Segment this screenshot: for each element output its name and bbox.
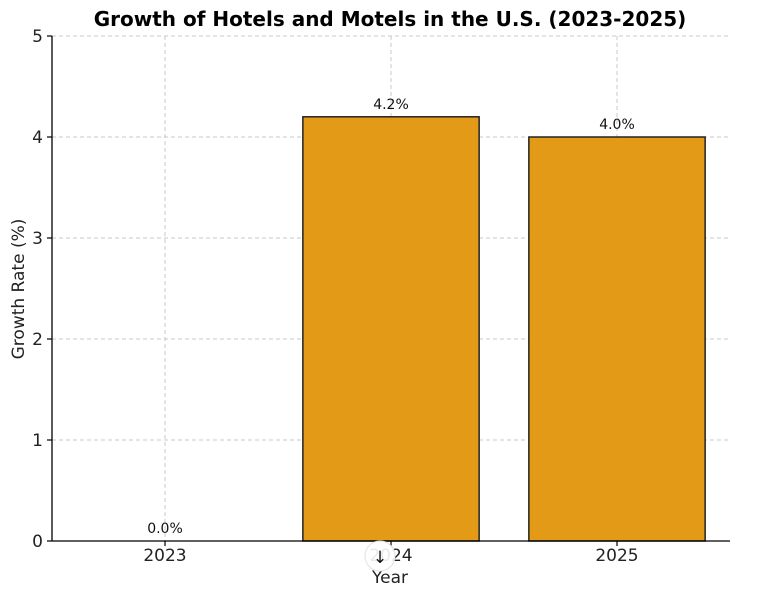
y-axis-label: Growth Rate (%) <box>9 219 29 360</box>
x-axis-label: Year <box>371 568 408 588</box>
bar-2025 <box>528 136 706 542</box>
y-tick-label: 1 <box>32 431 43 451</box>
data-labels: 0.0% 4.2% 4.0% <box>147 97 635 537</box>
chart-title: Growth of Hotels and Motels in the U.S. … <box>94 7 687 31</box>
y-tick-label: 5 <box>32 27 43 47</box>
y-tick-label: 0 <box>32 532 43 552</box>
bar-2024 <box>302 116 480 542</box>
y-ticks: 0 1 2 3 4 5 <box>32 27 52 552</box>
scroll-down-button-bg <box>364 540 396 572</box>
data-label-2023: 0.0% <box>147 521 183 537</box>
y-tick-label: 3 <box>32 229 43 249</box>
data-label-2024: 4.2% <box>373 97 409 113</box>
y-tick-label: 4 <box>32 128 43 148</box>
arrow-down-icon: ↓ <box>373 548 387 568</box>
bars <box>302 116 706 542</box>
x-tick-label: 2025 <box>595 546 638 566</box>
data-label-2025: 4.0% <box>599 117 635 133</box>
scroll-down-button[interactable]: ↓ <box>364 540 396 572</box>
y-tick-label: 2 <box>32 330 43 350</box>
x-tick-label: 2023 <box>143 546 186 566</box>
